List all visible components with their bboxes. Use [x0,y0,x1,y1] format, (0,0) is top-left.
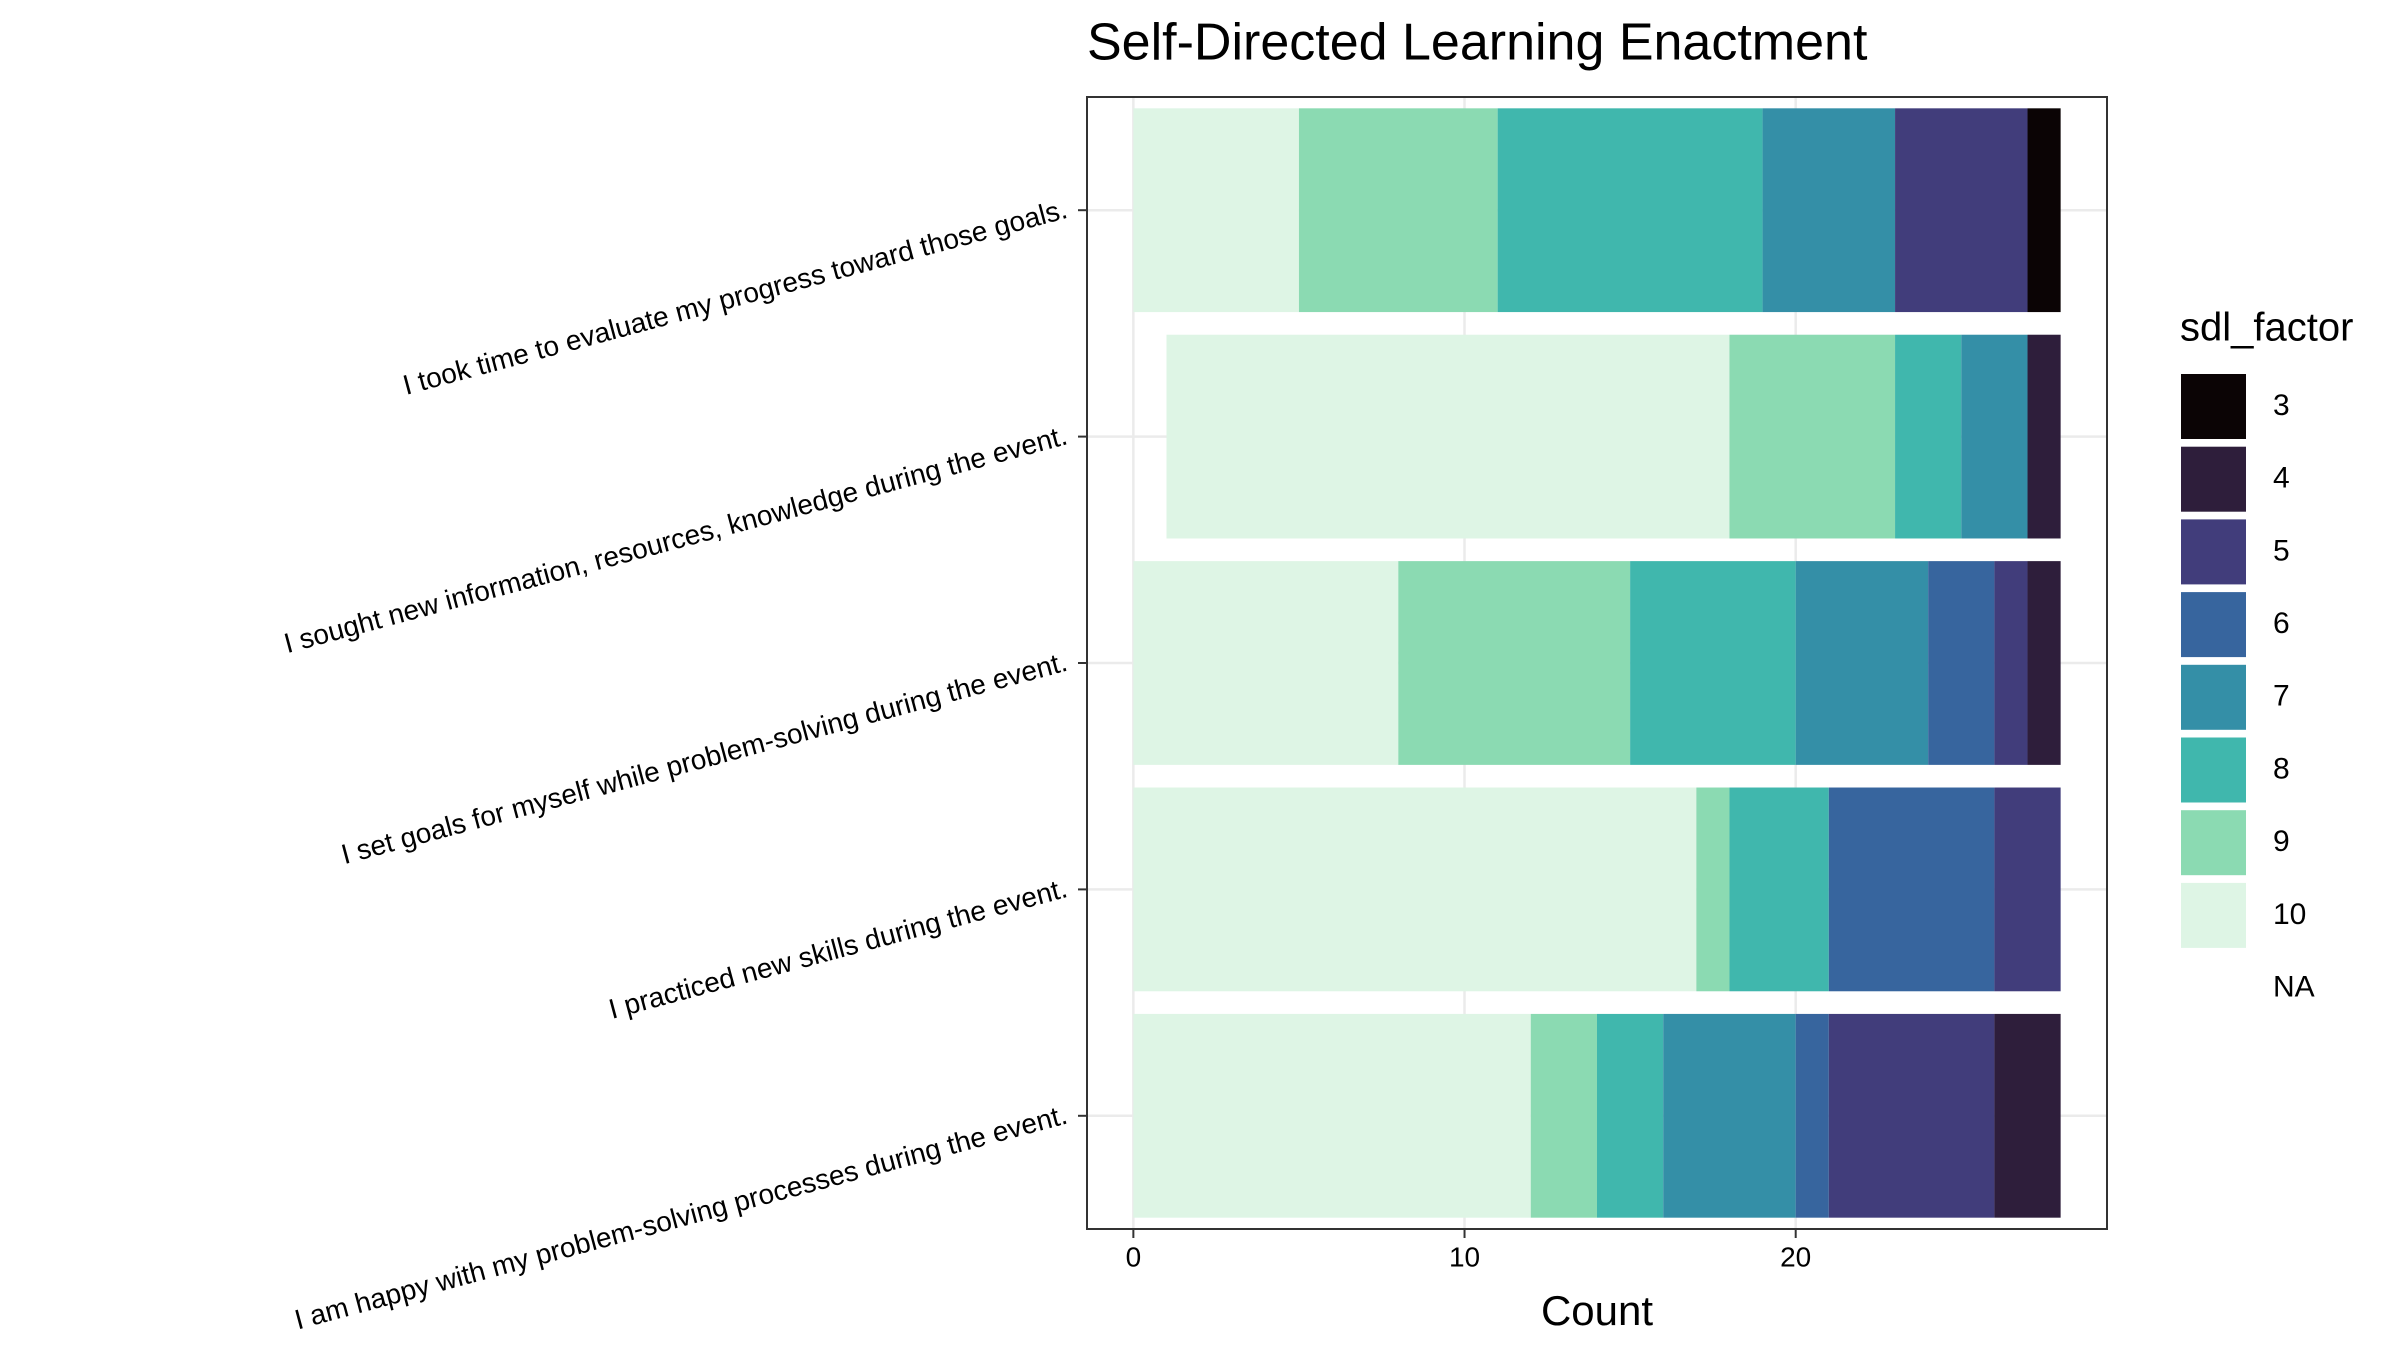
legend-swatch [2181,519,2246,585]
legend-swatch [2181,592,2246,658]
bar-segment [2027,108,2061,313]
bar-segment [1133,787,1697,992]
bar-segment [1298,108,1498,313]
x-axis-title: Count [1541,1287,1653,1334]
bar-segment [1795,1013,1829,1218]
bar-segment [1630,561,1796,765]
y-tick-label: I set goals for myself while problem-sol… [338,646,1071,870]
legend-swatch [2181,664,2246,730]
bar-segment [1828,787,1995,992]
legend-label: 6 [2273,607,2290,640]
bar-segment [1133,108,1299,313]
x-tick-label: 10 [1449,1241,1480,1272]
legend-label: 3 [2273,389,2290,422]
bar-segment [1795,561,1929,765]
bar-segment [2027,561,2061,765]
y-tick-label: I am happy with my problem-solving proce… [291,1099,1070,1336]
legend-title: sdl_factor [2180,306,2353,350]
bar-segment [1497,108,1763,313]
bar-segment [1994,561,2028,765]
legend-swatch [2181,882,2246,948]
bar-segment [1398,561,1631,765]
legend-swatch [2181,737,2246,803]
bar-segment [1961,334,2028,539]
x-tick-label: 20 [1780,1241,1811,1272]
bar-segment [1530,1013,1597,1218]
legend-label: 7 [2273,680,2290,713]
legend-label: NA [2273,971,2315,1004]
y-tick-label: I took time to evaluate my progress towa… [399,193,1070,401]
legend-label: 8 [2273,752,2290,785]
bar-segment [2027,334,2061,539]
chart-title: Self-Directed Learning Enactment [1087,14,1868,72]
bar-segment [1994,1013,2061,1218]
legend-swatch [2181,446,2246,512]
legend-label: 10 [2273,898,2306,931]
legend-swatch [2181,956,2246,1021]
legend-label: 4 [2273,462,2290,495]
bar-segment [1663,1013,1796,1218]
bar-segment [1762,108,1896,313]
legend-label: 5 [2273,534,2290,567]
bar-segment [1729,787,1829,992]
x-tick-label: 0 [1126,1241,1142,1272]
bar-segment [1166,334,1730,539]
bar-segment [1994,787,2061,992]
bar-segment [1895,334,1962,539]
bar-segment [1696,787,1730,992]
y-tick-label: I sought new information, resources, kno… [281,420,1071,659]
bar-segment [1133,1013,1531,1218]
bar-segment [1133,561,1399,765]
bar-segment [1928,561,1995,765]
y-tick-label: I practiced new skills during the event. [605,872,1070,1024]
legend-label: 9 [2273,825,2290,858]
legend-swatch [2181,810,2246,876]
bar-segment [1828,1013,1995,1218]
legend-swatch [2181,374,2246,439]
bar-segment [1729,334,1896,539]
bar-segment [1895,108,2028,313]
bar-segment [1597,1013,1664,1218]
